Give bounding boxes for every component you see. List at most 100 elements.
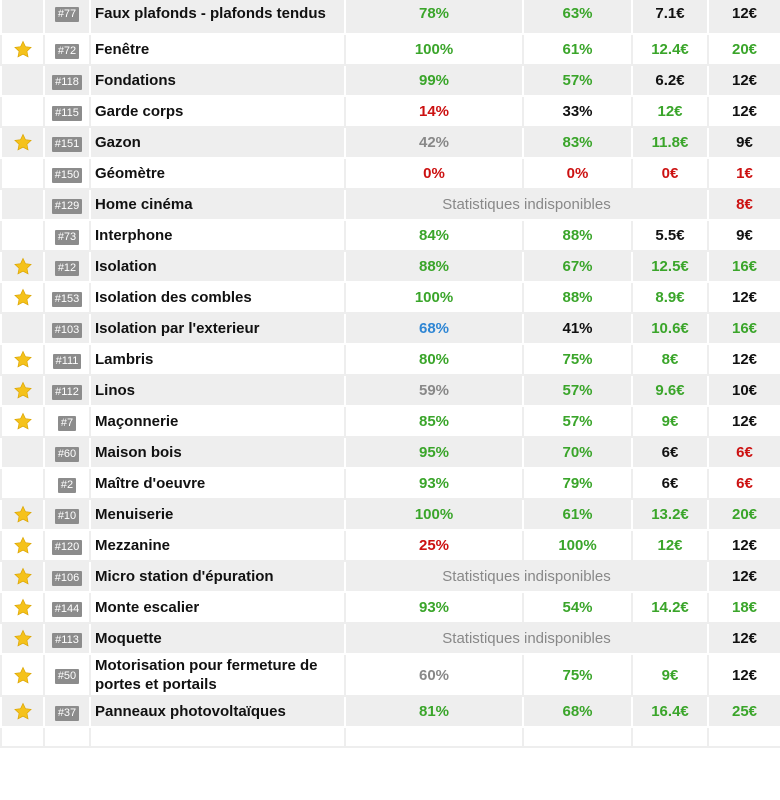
trade-name[interactable]: Maçonnerie bbox=[89, 405, 346, 438]
lead-price-cell: 20€ bbox=[707, 33, 780, 66]
percentage-cell: 68% bbox=[522, 695, 633, 728]
trade-name[interactable]: Maître d'oeuvre bbox=[89, 467, 346, 500]
table-row[interactable]: #153 Isolation des combles 100% 88% 8.9€ 12€ bbox=[0, 281, 780, 314]
lead-price-cell: 12€ bbox=[707, 343, 780, 376]
favorite-cell bbox=[0, 591, 45, 624]
table-row[interactable]: #72 Fenêtre 100% 61% 12.4€ 20€ bbox=[0, 33, 780, 66]
favorite-cell bbox=[0, 529, 45, 562]
trade-name[interactable]: Géomètre bbox=[89, 157, 346, 190]
trade-name[interactable]: Isolation par l'exterieur bbox=[89, 312, 346, 345]
price-cell: 10.6€ bbox=[631, 312, 709, 345]
table-row[interactable]: #144 Monte escalier 93% 54% 14.2€ 18€ bbox=[0, 591, 780, 624]
price-cell: 16.4€ bbox=[631, 695, 709, 728]
id-cell: #112 bbox=[43, 374, 91, 407]
id-cell: #50 bbox=[43, 653, 91, 697]
star-icon bbox=[13, 381, 32, 399]
id-cell: #120 bbox=[43, 529, 91, 562]
table-row[interactable]: #10 Menuiserie 100% 61% 13.2€ 20€ bbox=[0, 498, 780, 531]
trade-name[interactable]: Maison bois bbox=[89, 436, 346, 469]
trade-name[interactable]: Linos bbox=[89, 374, 346, 407]
trade-name[interactable]: Lambris bbox=[89, 343, 346, 376]
price-cell: 12.4€ bbox=[631, 33, 709, 66]
table-row[interactable]: #77 Faux plafonds - plafonds tendus 78% 63%… bbox=[0, 0, 780, 35]
table-row[interactable]: #106 Micro station d'épuration Statistique… bbox=[0, 560, 780, 593]
lead-price-cell: 1€ bbox=[707, 157, 780, 190]
percentage-cell: 75% bbox=[522, 343, 633, 376]
rate-cell: 60% bbox=[344, 653, 524, 697]
table-row[interactable]: #60 Maison bois 95% 70% 6€ 6€ bbox=[0, 436, 780, 469]
rate-cell: 95% bbox=[344, 436, 524, 469]
table-row[interactable]: #113 Moquette Statistiques indisponibles 12… bbox=[0, 622, 780, 655]
trade-name[interactable]: Mezzanine bbox=[89, 529, 346, 562]
id-cell: #153 bbox=[43, 281, 91, 314]
table-row[interactable]: #115 Garde corps 14% 33% 12€ 12€ bbox=[0, 95, 780, 128]
trade-name[interactable]: Faux plafonds - plafonds tendus bbox=[89, 0, 346, 35]
trade-name[interactable]: Home cinéma bbox=[89, 188, 346, 221]
trade-name[interactable]: Gazon bbox=[89, 126, 346, 159]
table-row[interactable]: #2 Maître d'oeuvre 93% 79% 6€ 6€ bbox=[0, 467, 780, 500]
id-cell: #10 bbox=[43, 498, 91, 531]
star-icon bbox=[13, 666, 32, 684]
percentage-cell: 57% bbox=[522, 374, 633, 407]
lead-price-cell: 12€ bbox=[707, 653, 780, 697]
star-icon bbox=[13, 536, 32, 554]
favorite-cell bbox=[0, 126, 45, 159]
table-row[interactable]: #7 Maçonnerie 85% 57% 9€ 12€ bbox=[0, 405, 780, 438]
table-row[interactable]: #120 Mezzanine 25% 100% 12€ 12€ bbox=[0, 529, 780, 562]
rate-cell: 99% bbox=[344, 64, 524, 97]
table-row[interactable]: #112 Linos 59% 57% 9.6€ 10€ bbox=[0, 374, 780, 407]
favorite-cell bbox=[0, 726, 45, 748]
favorite-cell bbox=[0, 64, 45, 97]
price-cell: 12.5€ bbox=[631, 250, 709, 283]
lead-price-cell bbox=[707, 726, 780, 748]
trade-name[interactable]: Garde corps bbox=[89, 95, 346, 128]
favorite-cell bbox=[0, 405, 45, 438]
id-cell: #150 bbox=[43, 157, 91, 190]
rate-cell: 88% bbox=[344, 250, 524, 283]
trade-name[interactable]: Interphone bbox=[89, 219, 346, 252]
id-badge: #73 bbox=[54, 229, 80, 245]
table-row[interactable]: #151 Gazon 42% 83% 11.8€ 9€ bbox=[0, 126, 780, 159]
percentage-cell: 88% bbox=[522, 281, 633, 314]
table-row[interactable]: #103 Isolation par l'exterieur 68% 41% 10.6€… bbox=[0, 312, 780, 345]
table-row[interactable]: #129 Home cinéma Statistiques indisponible… bbox=[0, 188, 780, 221]
favorite-cell bbox=[0, 312, 45, 345]
trade-name[interactable]: Isolation bbox=[89, 250, 346, 283]
table-row[interactable] bbox=[0, 726, 780, 748]
rate-cell: 81% bbox=[344, 695, 524, 728]
id-badge: #50 bbox=[54, 669, 80, 684]
price-cell: 9€ bbox=[631, 653, 709, 697]
percentage-cell: 75% bbox=[522, 653, 633, 697]
id-cell: #115 bbox=[43, 95, 91, 128]
trade-name[interactable]: Micro station d'épuration bbox=[89, 560, 346, 593]
id-badge: #10 bbox=[54, 508, 80, 524]
price-cell: 14.2€ bbox=[631, 591, 709, 624]
price-cell: 6€ bbox=[631, 467, 709, 500]
table-row[interactable]: #111 Lambris 80% 75% 8€ 12€ bbox=[0, 343, 780, 376]
trade-name[interactable]: Moquette bbox=[89, 622, 346, 655]
rate-cell: 78% bbox=[344, 0, 524, 35]
table-row[interactable]: #50 Motorisation pour fermeture de portes… bbox=[0, 653, 780, 697]
trade-name[interactable]: Fondations bbox=[89, 64, 346, 97]
star-icon bbox=[13, 288, 32, 306]
price-cell: 9.6€ bbox=[631, 374, 709, 407]
table-row[interactable]: #73 Interphone 84% 88% 5.5€ 9€ bbox=[0, 219, 780, 252]
trade-name[interactable]: Menuiserie bbox=[89, 498, 346, 531]
lead-price-cell: 12€ bbox=[707, 64, 780, 97]
trade-name[interactable]: Panneaux photovoltaïques bbox=[89, 695, 346, 728]
price-cell: 12€ bbox=[631, 529, 709, 562]
stats-unavailable-label: Statistiques indisponibles bbox=[344, 622, 709, 655]
table-row[interactable]: #150 Géomètre 0% 0% 0€ 1€ bbox=[0, 157, 780, 190]
table-row[interactable]: #12 Isolation 88% 67% 12.5€ 16€ bbox=[0, 250, 780, 283]
id-cell: #151 bbox=[43, 126, 91, 159]
table-row[interactable]: #118 Fondations 99% 57% 6.2€ 12€ bbox=[0, 64, 780, 97]
trade-name[interactable]: Isolation des combles bbox=[89, 281, 346, 314]
trade-name[interactable]: Motorisation pour fermeture de portes et… bbox=[89, 653, 346, 697]
trade-name[interactable]: Fenêtre bbox=[89, 33, 346, 66]
id-cell: #129 bbox=[43, 188, 91, 221]
id-cell: #113 bbox=[43, 622, 91, 655]
table-row[interactable]: #37 Panneaux photovoltaïques 81% 68% 16.4€ 25… bbox=[0, 695, 780, 728]
trade-name[interactable]: Monte escalier bbox=[89, 591, 346, 624]
trade-name[interactable] bbox=[89, 726, 346, 748]
favorite-cell bbox=[0, 622, 45, 655]
